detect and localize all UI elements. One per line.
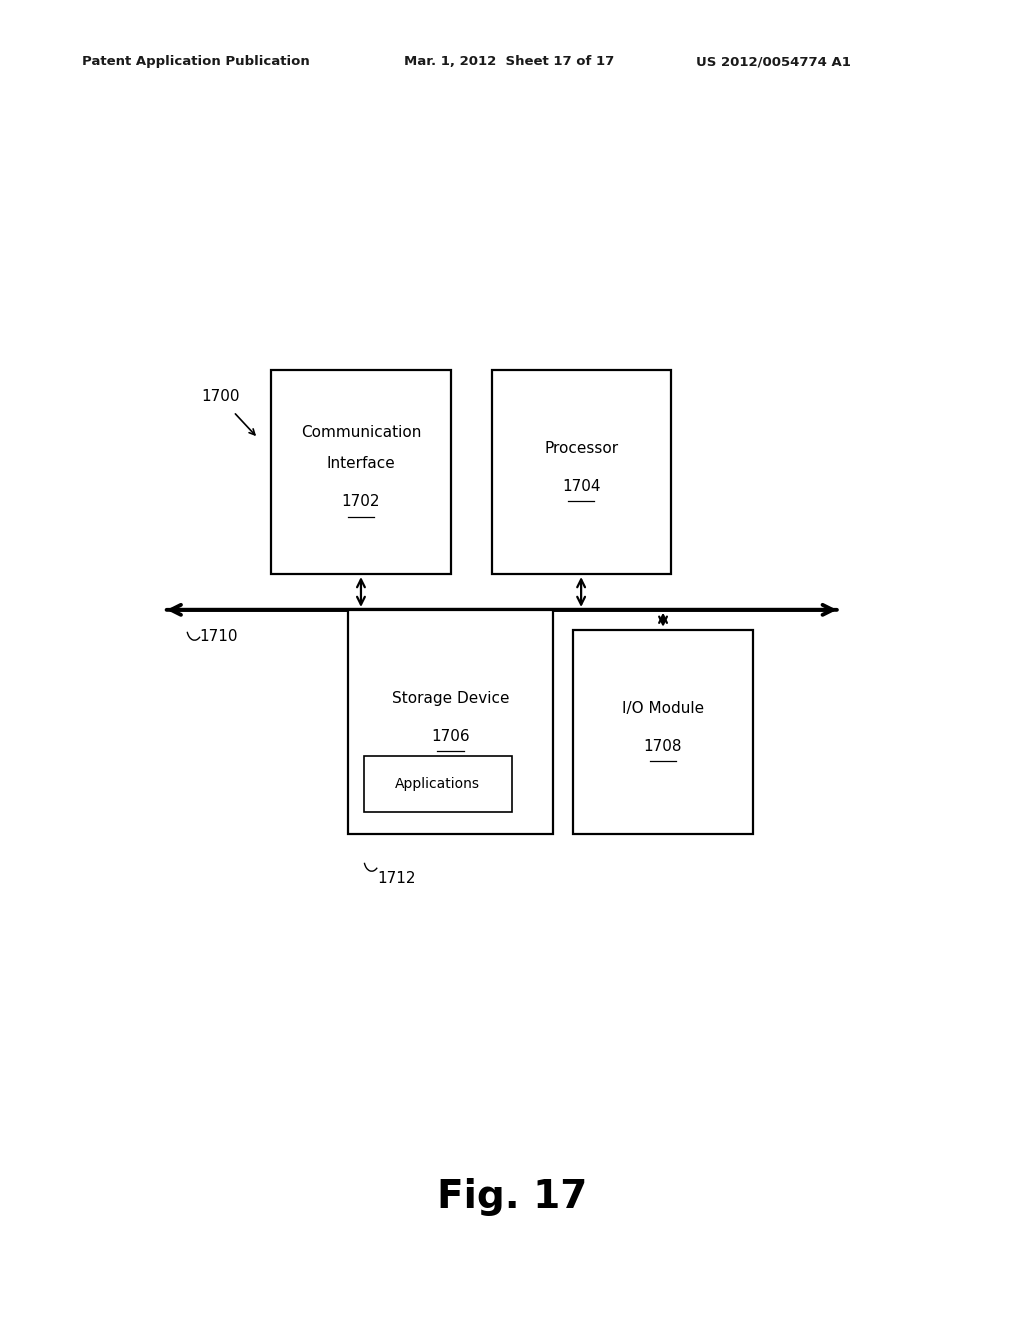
Text: Patent Application Publication: Patent Application Publication [82,55,309,69]
Text: Fig. 17: Fig. 17 [437,1179,587,1216]
Text: Storage Device: Storage Device [392,690,509,706]
Text: 1712: 1712 [377,871,416,886]
Text: Processor: Processor [544,441,618,455]
Bar [348,610,553,834]
Bar [492,370,671,574]
Text: I/O Module: I/O Module [622,701,705,715]
Text: 1710: 1710 [200,628,239,644]
Text: Interface: Interface [327,457,395,471]
Text: 1702: 1702 [342,495,380,510]
Bar [364,756,512,812]
Text: Communication: Communication [301,425,421,440]
Text: US 2012/0054774 A1: US 2012/0054774 A1 [696,55,851,69]
Text: 1704: 1704 [562,479,600,494]
Bar [271,370,451,574]
Text: 1706: 1706 [431,729,470,743]
Text: Mar. 1, 2012  Sheet 17 of 17: Mar. 1, 2012 Sheet 17 of 17 [404,55,614,69]
Text: 1708: 1708 [644,739,682,754]
Text: 1700: 1700 [201,388,240,404]
Text: Applications: Applications [395,777,480,791]
Bar [573,630,753,834]
